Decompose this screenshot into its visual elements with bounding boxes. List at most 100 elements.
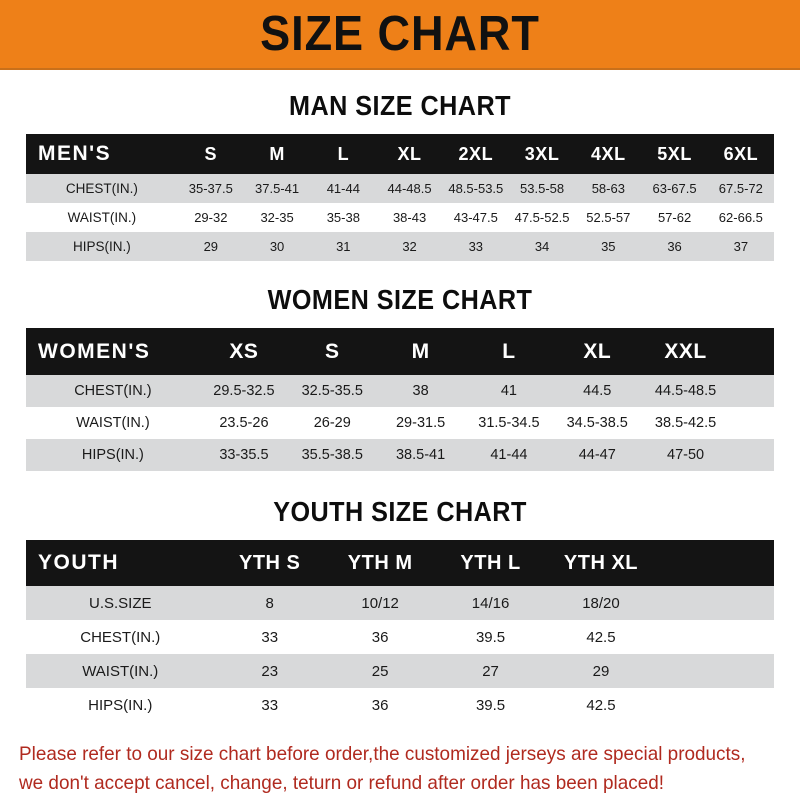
man-size-header-5: 2XL: [458, 143, 494, 164]
women-cell: 38.5-41: [395, 447, 446, 463]
youth-row-label: CHEST(IN.): [80, 628, 161, 646]
man-size-header-1: S: [204, 143, 218, 164]
youth-header-category-label: YOUTH: [38, 551, 119, 574]
man-cell: 38-43: [392, 210, 427, 225]
man-cell: 32-35: [260, 210, 294, 225]
man-cell: 41-44: [326, 181, 360, 196]
youth-cell: 10/12: [361, 594, 399, 612]
table-row: CHEST(IN.) 35-37.5 37.5-41 41-44 44-48.5 48.5…: [26, 174, 774, 203]
man-size-header-9: 6XL: [723, 143, 759, 164]
youth-size-header-2: YTH M: [347, 551, 413, 574]
table-row: CHEST(IN.) 29.5-32.5 32.5-35.5 38 41 44.5 44.5…: [26, 375, 774, 407]
youth-cell: 42.5: [586, 696, 616, 714]
man-cell: 29-32: [194, 210, 228, 225]
man-cell: 30: [269, 239, 285, 254]
man-cell: 57-62: [657, 210, 692, 225]
man-table-body: MEN'S S M L XL 2XL 3XL 4XL 5XL 6XL CHEST(IN.) 35-37…: [26, 134, 774, 261]
youth-row-spacer: [656, 688, 774, 722]
women-cell: 44.5: [583, 383, 612, 399]
man-cell: 63-67.5: [652, 181, 697, 196]
man-cell: 32: [402, 239, 417, 254]
women-table-body: WOMEN'S XS S M L XL XXL CHEST(IN.) 29.5-32.5 32.5…: [26, 328, 774, 471]
women-cell: 47-50: [667, 447, 705, 463]
women-section-title: WOMEN SIZE CHART: [267, 284, 533, 315]
man-cell: 37.5-41: [255, 181, 300, 196]
women-cell: 38.5-42.5: [654, 415, 717, 431]
youth-cell: 23: [261, 662, 279, 680]
man-cell: 35: [601, 239, 616, 254]
man-cell: 34: [534, 239, 550, 254]
man-row-label: WAIST(IN.): [67, 210, 137, 225]
youth-row-spacer: [656, 586, 774, 620]
man-cell: 53.5-58: [520, 181, 565, 196]
man-size-table: MEN'S S M L XL 2XL 3XL 4XL 5XL 6XL CHEST(IN.) 35-37…: [26, 134, 774, 261]
man-cell: 44-48.5: [387, 181, 432, 196]
man-size-header-2: M: [269, 143, 285, 164]
table-row: U.S.SIZE 8 10/12 14/16 18/20: [26, 586, 774, 620]
man-cell: 62-66.5: [718, 210, 763, 225]
man-table-header-row: MEN'S S M L XL 2XL 3XL 4XL 5XL 6XL: [26, 134, 774, 174]
youth-cell: 27: [482, 662, 499, 680]
women-cell: 32.5-35.5: [301, 383, 363, 399]
women-cell: 33-35.5: [219, 447, 269, 463]
man-size-header-4: XL: [397, 143, 422, 164]
man-size-header-6: 3XL: [524, 143, 560, 164]
man-cell: 52.5-57: [586, 210, 631, 225]
man-cell: 35-37.5: [188, 181, 233, 196]
women-size-table: WOMEN'S XS S M L XL XXL CHEST(IN.) 29.5-32.5 32.5…: [26, 328, 774, 471]
women-cell: 29-31.5: [395, 415, 446, 431]
man-section-title: MAN SIZE CHART: [289, 90, 511, 121]
man-size-header-7: 4XL: [591, 143, 626, 164]
youth-size-table: YOUTH YTH S YTH M YTH L YTH XL U.S.SIZE 8 10/12…: [26, 540, 774, 722]
man-cell: 36: [667, 239, 682, 254]
women-cell: 44.5-48.5: [654, 383, 717, 399]
women-table-header-row: WOMEN'S XS S M L XL XXL: [26, 328, 774, 375]
man-cell: 48.5-53.5: [448, 181, 504, 196]
man-cell: 47.5-52.5: [514, 210, 570, 225]
women-cell: 41-44: [490, 447, 528, 463]
women-row-label: WAIST(IN.): [76, 415, 150, 431]
women-cell: 29.5-32.5: [213, 383, 275, 399]
youth-cell: 8: [265, 594, 274, 612]
table-row: WAIST(IN.) 23.5-26 26-29 29-31.5 31.5-34.5 34…: [26, 407, 774, 439]
man-cell: 31: [336, 239, 351, 254]
youth-cell: 33: [261, 628, 279, 646]
women-cell: 38: [412, 383, 429, 399]
women-size-header-1: XS: [229, 339, 259, 363]
youth-row-label: HIPS(IN.): [88, 696, 153, 714]
women-row-spacer: [730, 407, 774, 439]
man-row-label: CHEST(IN.): [65, 181, 138, 196]
youth-cell: 33: [261, 696, 279, 714]
women-row-spacer: [730, 375, 774, 407]
women-row-spacer: [730, 439, 774, 471]
page-title: SIZE CHART: [260, 6, 540, 61]
youth-row-label: U.S.SIZE: [88, 594, 152, 612]
table-row: HIPS(IN.) 33 36 39.5 42.5: [26, 688, 774, 722]
table-row: CHEST(IN.) 33 36 39.5 42.5: [26, 620, 774, 654]
page-banner: SIZE CHART: [0, 0, 800, 70]
youth-table-header-row: YOUTH YTH S YTH M YTH L YTH XL: [26, 540, 774, 586]
youth-cell: 36: [371, 628, 389, 646]
youth-size-header-3: YTH L: [460, 551, 521, 574]
women-cell: 44-47: [578, 447, 616, 463]
youth-cell: 39.5: [475, 628, 506, 646]
women-cell: 31.5-34.5: [478, 415, 540, 431]
man-size-table-block: MEN'S S M L XL 2XL 3XL 4XL 5XL 6XL CHEST(IN.) 35-37…: [26, 134, 774, 261]
women-cell: 23.5-26: [219, 415, 269, 431]
table-row: HIPS(IN.) 33-35.5 35.5-38.5 38.5-41 41-44 44-…: [26, 439, 774, 471]
women-row-label: CHEST(IN.): [74, 383, 152, 399]
man-size-header-8: 5XL: [657, 143, 692, 164]
women-cell: 41: [500, 383, 517, 399]
youth-cell: 18/20: [582, 594, 620, 612]
women-size-header-6: XXL: [664, 339, 707, 363]
man-size-header-3: L: [337, 143, 350, 164]
women-size-header-5: XL: [583, 339, 612, 363]
youth-size-table-block: YOUTH YTH S YTH M YTH L YTH XL U.S.SIZE 8 10/12…: [26, 540, 774, 722]
youth-cell: 14/16: [471, 594, 510, 612]
man-cell: 43-47.5: [453, 210, 498, 225]
youth-size-header-4: YTH XL: [563, 551, 639, 574]
youth-row-label: WAIST(IN.): [82, 662, 159, 680]
youth-row-spacer: [656, 620, 774, 654]
youth-table-body: YOUTH YTH S YTH M YTH L YTH XL U.S.SIZE 8 10/12…: [26, 540, 774, 722]
women-size-header-4: L: [502, 339, 516, 363]
